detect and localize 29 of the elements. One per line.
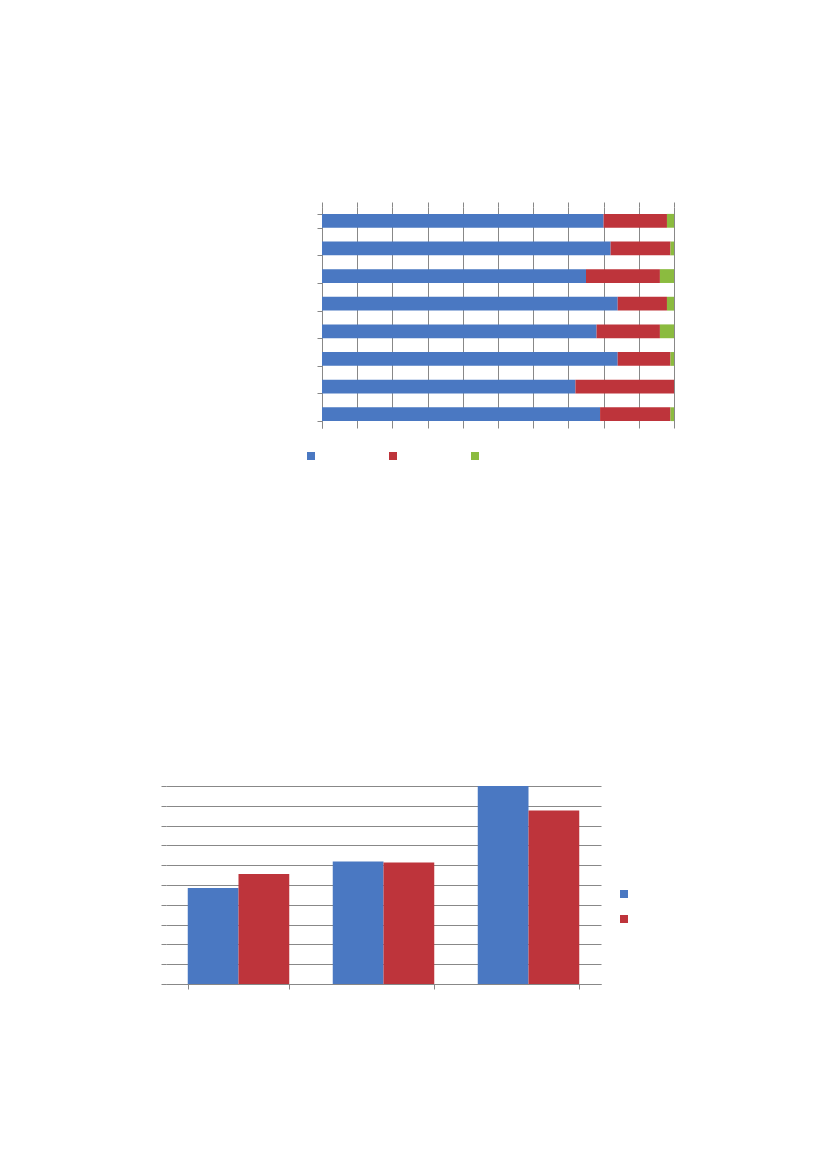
bar [322, 379, 576, 394]
bar [477, 786, 529, 984]
bar [617, 352, 671, 366]
bar [610, 241, 671, 256]
bar [586, 269, 660, 283]
bar [659, 324, 674, 339]
bar [322, 352, 618, 366]
bar [617, 296, 667, 311]
bar [666, 213, 674, 228]
bar [322, 213, 604, 228]
bar [187, 887, 239, 984]
bar [670, 241, 674, 256]
bar [322, 241, 611, 256]
bar [600, 407, 671, 422]
bar [383, 862, 435, 984]
bar [596, 324, 660, 339]
bar [670, 407, 674, 422]
bar [670, 352, 674, 366]
bar [322, 324, 597, 339]
bar [238, 874, 290, 984]
bar [666, 296, 674, 311]
bar [322, 296, 618, 311]
bar [528, 810, 580, 984]
bar [322, 269, 586, 283]
bar [322, 407, 601, 422]
bar [575, 379, 674, 394]
bar [603, 213, 667, 228]
bar [659, 269, 674, 283]
bar [332, 861, 384, 984]
